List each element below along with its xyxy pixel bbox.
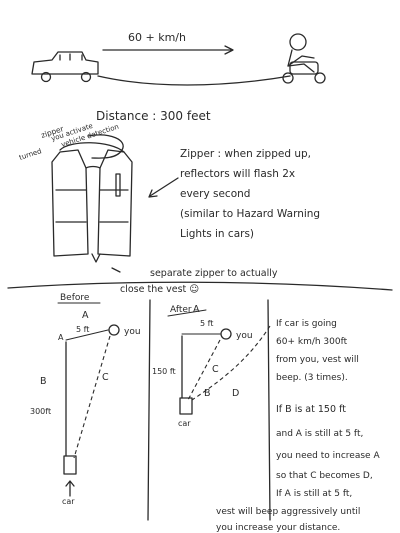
before-you-marker — [108, 324, 120, 336]
zipper-desc-pointer-head — [148, 189, 158, 198]
after-label-d: D — [232, 388, 239, 399]
after-label-b: B — [204, 388, 211, 399]
before-c-line — [73, 335, 111, 459]
before-label-c: C — [102, 372, 109, 383]
column-divider-left — [147, 299, 151, 521]
zipper-desc-5: Lights in cars) — [180, 228, 254, 240]
speed-arrow-head — [224, 45, 234, 55]
note-line-8: so that C becomes D, — [276, 471, 373, 481]
zipper-desc-3: every second — [180, 188, 250, 200]
separate-zipper-1: separate zipper to actually — [150, 268, 278, 279]
distance-label: Distance : 300 feet — [96, 109, 211, 123]
note-line-10: vest will beep aggressively until — [216, 507, 360, 517]
before-label-a: A — [82, 310, 89, 321]
zipper-desc-pointer — [149, 177, 179, 197]
car-icon — [31, 51, 99, 83]
vest-icon — [51, 142, 133, 263]
note-line-1: If car is going — [276, 319, 337, 329]
note-line-9: If A is still at 5 ft, — [276, 489, 352, 499]
before-vertex-a: A — [58, 333, 64, 342]
note-line-6: and A is still at 5 ft, — [276, 429, 363, 439]
note-line-11: you increase your distance. — [216, 523, 340, 533]
zipper-note-2: turned — [18, 147, 42, 162]
after-label-a: A — [193, 304, 200, 315]
zipper-desc-1: Zipper : when zipped up, — [180, 148, 311, 160]
after-you-label: you — [236, 331, 253, 341]
after-car-marker — [179, 397, 193, 415]
column-divider-right — [267, 299, 271, 521]
note-line-3: from you, vest will — [276, 355, 359, 365]
biker-icon — [282, 33, 326, 84]
after-title-underline — [167, 309, 207, 317]
before-car-marker — [63, 455, 77, 475]
before-label-5ft: 5 ft — [76, 325, 89, 334]
distance-bracket — [97, 75, 291, 86]
after-label-5ft: 5 ft — [200, 319, 213, 328]
before-a-line — [65, 329, 109, 341]
after-label-c: C — [212, 364, 219, 375]
after-car-label: car — [178, 419, 191, 428]
separate-zipper-pointer — [111, 267, 121, 273]
after-c-line — [187, 339, 221, 401]
after-you-marker — [220, 328, 232, 340]
after-title: After — [170, 305, 192, 315]
zipper-desc-4: (similar to Hazard Warning — [180, 208, 320, 220]
section-divider — [7, 281, 393, 291]
note-line-7: you need to increase A — [276, 451, 380, 461]
after-label-150: 150 ft — [152, 367, 176, 376]
before-title: Before — [60, 293, 90, 303]
speed-label: 60 + km/h — [128, 31, 186, 44]
before-label-300: 300ft — [30, 407, 51, 416]
before-car-label: car — [62, 497, 75, 506]
before-car-arrow — [65, 480, 75, 497]
note-line-2: 60+ km/h 300ft — [276, 337, 348, 347]
note-line-4: beep. (3 times). — [276, 373, 348, 383]
note-line-5: If B is at 150 ft — [276, 404, 346, 415]
zipper-desc-2: reflectors will flash 2x — [180, 168, 295, 180]
separate-zipper-2: close the vest ☺ — [120, 284, 199, 295]
before-you-label: you — [124, 327, 141, 337]
before-label-b: B — [40, 376, 47, 387]
